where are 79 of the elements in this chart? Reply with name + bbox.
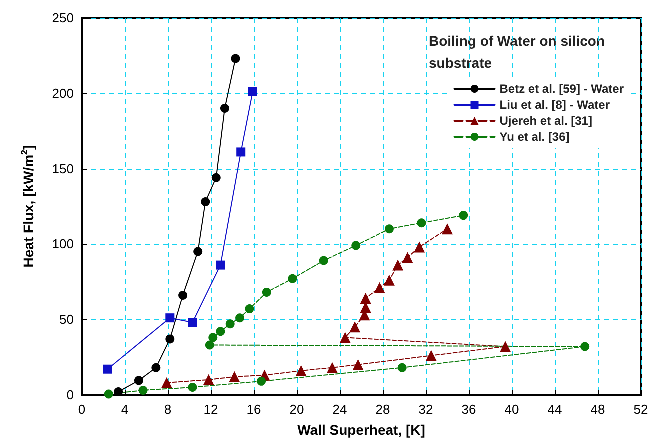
point <box>360 292 372 304</box>
point <box>212 173 221 182</box>
point <box>257 376 266 386</box>
x-tick-label: 48 <box>590 402 606 417</box>
point <box>226 320 235 329</box>
point <box>374 282 386 294</box>
y-tick-label: 250 <box>52 10 74 26</box>
point <box>216 327 226 336</box>
y-axis-title: Heat Flux, [kW/m2] <box>20 145 36 268</box>
point <box>138 386 148 395</box>
point <box>319 256 328 266</box>
point <box>178 290 188 300</box>
point <box>208 333 218 342</box>
point <box>114 387 124 396</box>
y-tick-label: 0 <box>66 388 74 402</box>
point <box>384 274 395 286</box>
point <box>216 260 226 270</box>
point <box>188 318 198 328</box>
x-axis-title: Wall Superheat, [K] <box>298 422 426 438</box>
point <box>161 377 172 388</box>
x-tick-label: 28 <box>376 402 390 417</box>
x-tick-label: 52 <box>634 402 648 417</box>
point <box>426 350 437 362</box>
point <box>103 364 112 374</box>
point <box>205 340 214 350</box>
point <box>288 274 298 284</box>
y-tick-label: 50 <box>60 312 74 328</box>
point <box>340 332 351 344</box>
legend-label: Betz et al. [59] - Water <box>500 82 624 96</box>
x-tick-label: 16 <box>246 402 262 417</box>
x-tick-label: 12 <box>204 402 218 417</box>
point <box>166 334 175 344</box>
x-tick-label: 4 <box>121 402 129 417</box>
point <box>500 341 512 352</box>
y-tick-label: 100 <box>52 236 74 252</box>
x-tick-label: 20 <box>290 402 304 417</box>
point <box>417 218 426 228</box>
x-tick-label: 24 <box>332 402 348 417</box>
point <box>236 148 246 157</box>
point <box>201 197 210 206</box>
point <box>350 322 361 333</box>
point <box>245 304 254 314</box>
point <box>398 363 407 372</box>
annotation: Boiling of Water on silicon substrate <box>429 33 609 71</box>
point <box>104 390 114 399</box>
point <box>166 314 175 323</box>
point <box>152 363 161 372</box>
point <box>203 374 214 386</box>
point <box>134 376 144 386</box>
x-tick-label: 8 <box>164 402 172 417</box>
point <box>236 314 245 323</box>
y-tick-label: 150 <box>52 161 74 176</box>
point <box>580 342 590 352</box>
point <box>352 241 361 250</box>
x-tick-label: 32 <box>418 402 434 417</box>
point <box>414 242 426 253</box>
point <box>402 252 414 264</box>
point <box>352 359 364 370</box>
x-tick-label: 0 <box>78 402 86 417</box>
point <box>392 260 404 271</box>
point <box>262 288 272 297</box>
point <box>231 54 240 64</box>
point <box>326 362 338 374</box>
x-tick-label: 36 <box>462 402 476 417</box>
point <box>248 87 258 96</box>
point <box>194 247 203 256</box>
point <box>220 104 230 113</box>
x-tick-label: 40 <box>504 402 520 417</box>
x-tick-label: 44 <box>548 402 562 417</box>
y-tick-label: 200 <box>52 86 74 101</box>
point <box>188 382 198 392</box>
legend-label: Ujereh et al. [31] <box>500 114 592 128</box>
legend-label: Liu et al. [8] - Water <box>500 98 610 112</box>
point <box>459 211 468 220</box>
legend-label: Yu et al. [36] <box>500 130 570 144</box>
point <box>296 365 307 376</box>
point <box>229 371 240 382</box>
point <box>442 224 453 235</box>
point <box>384 224 394 234</box>
